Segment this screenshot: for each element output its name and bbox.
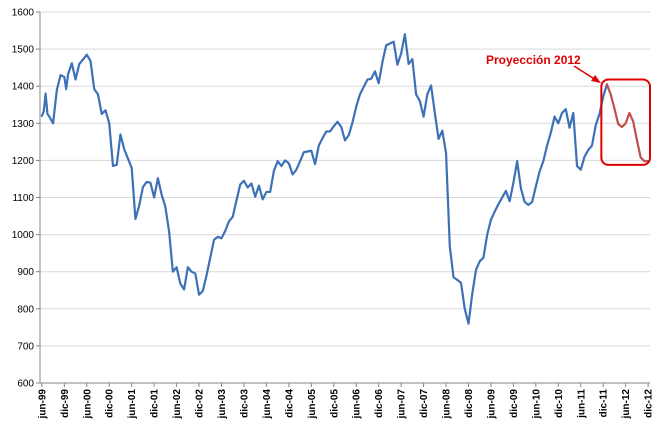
- x-tick-label: dic-00: [105, 389, 116, 418]
- x-tick-label: dic-11: [599, 389, 610, 418]
- y-tick-label: 1000: [12, 230, 35, 241]
- annotation-group: Proyección 2012: [486, 53, 651, 166]
- x-tick-label: jun-03: [217, 389, 228, 420]
- y-tick-label: 1400: [12, 82, 35, 93]
- x-tick-label: dic-08: [464, 389, 475, 418]
- x-tick-label: jun-09: [486, 389, 497, 420]
- projection-highlight-box: [600, 78, 651, 166]
- y-tick-label: 900: [17, 267, 34, 278]
- y-axis-ticks: 600 700 800 900 1000 1100 1200 1300 1400 1500 1600: [12, 8, 40, 390]
- y-tick-label: 1200: [12, 156, 35, 167]
- x-tick-label: dic-02: [195, 389, 206, 418]
- y-tick-label: 1600: [12, 8, 35, 19]
- x-tick-label: dic-05: [329, 389, 340, 418]
- y-tick-label: 600: [17, 379, 34, 390]
- x-tick-label: jun-06: [352, 389, 363, 420]
- projection-arrow-head: [591, 75, 601, 83]
- x-tick-label: dic-12: [644, 389, 655, 418]
- series-group: [40, 33, 650, 325]
- y-tick-label: 1500: [12, 45, 35, 56]
- x-tick-label: dic-99: [60, 389, 71, 418]
- x-tick-label: dic-10: [554, 389, 565, 418]
- x-tick-label: jun-12: [621, 389, 632, 420]
- x-tick-label: jun-04: [262, 389, 273, 420]
- x-axis-ticks: jun-99 dic-99 jun-00 dic-00 jun-01 dic-01 jun-…: [37, 383, 655, 420]
- x-tick-label: jun-00: [82, 389, 93, 420]
- y-tick-label: 800: [17, 304, 34, 315]
- y-tick-label: 700: [17, 341, 34, 352]
- x-tick-label: jun-01: [127, 389, 138, 420]
- projection-arrow: [573, 65, 597, 81]
- y-tick-label: 1100: [12, 193, 34, 204]
- x-tick-label: jun-08: [442, 389, 453, 420]
- x-tick-label: jun-07: [397, 389, 408, 420]
- x-tick-label: dic-01: [150, 389, 161, 418]
- x-tick-label: dic-03: [239, 389, 250, 418]
- x-tick-label: dic-04: [284, 389, 295, 418]
- x-tick-label: dic-07: [419, 389, 430, 418]
- x-tick-label: jun-99: [37, 389, 48, 420]
- historical-series-line: [40, 33, 609, 325]
- grid-lines: [40, 11, 650, 347]
- projection-series-line: [605, 83, 650, 163]
- x-tick-label: dic-06: [374, 389, 385, 418]
- x-tick-label: jun-10: [531, 389, 542, 420]
- projection-label: Proyección 2012: [486, 53, 581, 67]
- x-tick-label: jun-05: [307, 389, 318, 420]
- x-tick-label: jun-11: [576, 389, 587, 419]
- x-tick-label: jun-02: [172, 389, 183, 420]
- x-tick-label: dic-09: [509, 389, 520, 418]
- y-tick-label: 1300: [12, 119, 35, 130]
